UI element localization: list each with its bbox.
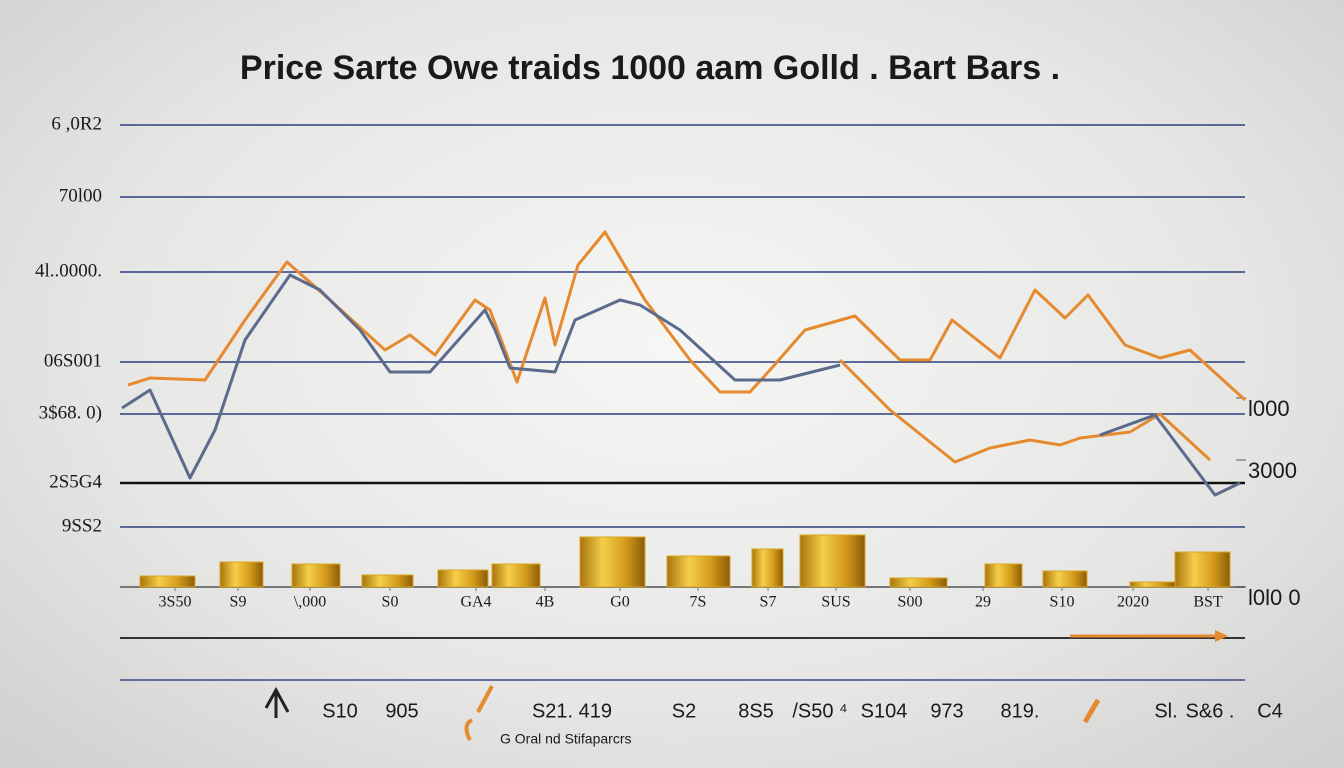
- footer-label: S&6 .: [1186, 700, 1235, 722]
- gold-bar: [1174, 551, 1231, 588]
- footer-label: 905: [385, 700, 418, 722]
- x-tick-label: 2020: [1117, 594, 1149, 611]
- y-tick-label: 9SS2: [62, 515, 102, 536]
- y-tick-label: 06S001: [44, 350, 102, 371]
- x-tick-label: S9: [230, 594, 247, 611]
- x-tick-label: 7S: [690, 594, 707, 611]
- y-tick-label: 70l00: [59, 185, 102, 206]
- line-series: [127, 230, 1247, 402]
- gold-bar: [437, 569, 489, 588]
- footer-label: 819.: [1001, 700, 1040, 722]
- gold-bar: [579, 536, 646, 588]
- gold-bar: [1129, 581, 1176, 588]
- arrow-head: [1215, 630, 1228, 642]
- gold-bar: [984, 563, 1023, 588]
- gold-bar: [361, 574, 414, 588]
- gold-bar: [666, 555, 731, 588]
- footer-label: 973: [930, 700, 963, 722]
- footer-label: S2: [672, 700, 696, 722]
- x-tick-label: SUS: [821, 594, 850, 611]
- x-tick-label: S7: [760, 594, 777, 611]
- footer-label: Sl.: [1154, 700, 1177, 722]
- x-tick-label: S10: [1050, 594, 1075, 611]
- footer-label: /S50 ⁴: [792, 700, 847, 722]
- x-tick-label: GA4: [460, 594, 491, 611]
- footer-label: S104: [861, 700, 908, 722]
- line-series: [1099, 413, 1241, 497]
- x-tick-label: G0: [610, 594, 630, 611]
- icon: [1082, 698, 1101, 724]
- x-tick-label: S00: [898, 594, 923, 611]
- gold-bar: [889, 577, 948, 588]
- footer-label: S10: [322, 700, 358, 722]
- x-tick-label: 3S50: [159, 594, 192, 611]
- icon: [464, 685, 494, 741]
- legend-label: G Oral nd Stifaparcrs: [500, 731, 632, 747]
- line-series: [121, 273, 841, 480]
- x-tick-label: 29: [975, 594, 991, 611]
- gold-bar: [139, 575, 196, 588]
- x-tick-label: 4B: [536, 594, 555, 611]
- icon: [264, 686, 290, 718]
- y2-tick-label: 3000: [1248, 458, 1297, 483]
- gold-bar: [219, 561, 264, 588]
- footer-label: S21. 419: [532, 700, 612, 722]
- gold-bar: [291, 563, 341, 588]
- footer-label: C4: [1257, 700, 1283, 722]
- y2-tick-label: l000: [1248, 396, 1290, 421]
- y-tick-label: 2S5G4: [49, 471, 102, 492]
- y-tick-label: 4l..0000.: [35, 260, 102, 281]
- chart-title: Price Sarte Owe traids 1000 aam Golld . …: [240, 49, 1060, 87]
- line-series: [838, 358, 1212, 464]
- gold-bar: [799, 534, 866, 588]
- y2-tick-label: l0l0 0: [1248, 585, 1301, 610]
- x-tick-label: S0: [382, 594, 399, 611]
- y-tick-label: 6 ,0R2: [51, 113, 102, 134]
- gold-bar: [751, 548, 784, 588]
- y-tick-label: 3$68. 0): [39, 402, 102, 423]
- gold-bar: [491, 563, 541, 588]
- x-tick-label: \,000: [294, 594, 326, 611]
- gold-bar: [1042, 570, 1088, 588]
- footer-label: 8S5: [738, 700, 774, 722]
- x-tick-label: BST: [1193, 594, 1223, 611]
